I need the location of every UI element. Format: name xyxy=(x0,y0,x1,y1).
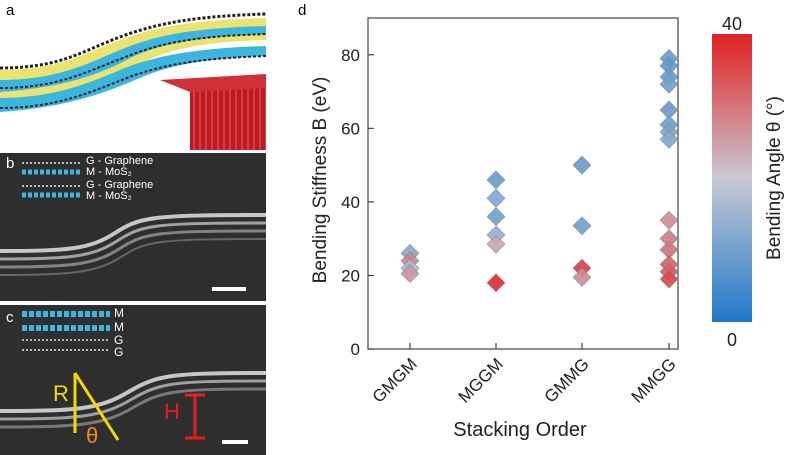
panel-c: c M M G G R θ H xyxy=(0,305,266,455)
panel-b: b G - Graphene M - MoS₂ G - Graphene M -… xyxy=(0,153,266,301)
colorbar: 40 0 Bending Angle θ (°) xyxy=(712,14,785,350)
data-point xyxy=(486,234,506,254)
substrate-block xyxy=(190,85,266,150)
panel-c-legend-4: G xyxy=(114,345,124,359)
layered-stack xyxy=(0,12,266,112)
panel-b-legend-2: M - MoS₂ xyxy=(86,166,132,178)
panel-b-legend-3: G - Graphene xyxy=(86,179,154,191)
panel-a-label: a xyxy=(6,2,15,19)
scale-bar xyxy=(222,440,248,444)
data-point xyxy=(659,74,679,94)
data-point xyxy=(486,170,506,190)
data-point xyxy=(486,188,506,208)
panel-a-rendering xyxy=(0,0,266,150)
data-point xyxy=(486,207,506,227)
colorbar-gradient xyxy=(712,34,752,322)
panel-a: a xyxy=(0,0,266,150)
x-tick-label: MGGM xyxy=(455,354,507,406)
x-tick-label: GMGM xyxy=(369,354,421,406)
y-tick-label: 0 xyxy=(351,340,360,359)
panel-b-legend-1: G - Graphene xyxy=(86,155,154,167)
x-axis-title: Stacking Order xyxy=(453,419,587,441)
annotation-h: H xyxy=(164,399,180,424)
data-point xyxy=(400,264,420,284)
panel-c-legend-2: M xyxy=(114,320,124,334)
y-axis-title: Bending Stiffness B (eV) xyxy=(310,77,331,284)
data-point xyxy=(572,267,592,287)
panel-b-label: b xyxy=(6,155,15,172)
chart-marks xyxy=(400,49,679,293)
y-tick-label: 40 xyxy=(341,193,360,212)
chart-axes: 0 20 40 60 80 GMGM MGGM GMMG MMGG xyxy=(341,17,680,407)
panel-c-label: c xyxy=(6,309,14,326)
panel-c-legend-icons xyxy=(22,311,110,351)
annotation-theta: θ xyxy=(86,423,99,448)
x-tick-label: MMGG xyxy=(628,354,680,406)
annotation-r: R xyxy=(53,381,69,406)
x-tick-label: GMMG xyxy=(541,354,593,406)
panel-b-legend-4: M - MoS₂ xyxy=(86,190,132,202)
data-point xyxy=(659,269,679,289)
stiffness-chart: 0 20 40 60 80 GMGM MGGM GMMG MMGG 40 0 Bending A… xyxy=(310,14,785,441)
data-point xyxy=(486,273,506,293)
colorbar-min-label: 0 xyxy=(727,330,737,350)
panel-d: d 0 20 40 60 80 GMGM MGGM GMMG MMGG 40 0 Bending… xyxy=(268,0,798,455)
data-point xyxy=(659,129,679,149)
panel-c-legend-1: M xyxy=(114,306,124,320)
radius-annotation xyxy=(73,372,120,441)
panel-b-image xyxy=(0,153,266,301)
panel-c-image xyxy=(0,305,266,455)
substrate-top xyxy=(160,74,266,92)
data-point xyxy=(659,210,679,230)
height-annotation xyxy=(185,393,205,440)
panel-d-label: d xyxy=(298,2,307,19)
scale-bar xyxy=(212,287,246,291)
y-tick-label: 80 xyxy=(341,46,360,65)
panel-b-legend-icons xyxy=(22,162,80,198)
data-point xyxy=(572,155,592,175)
y-tick-label: 60 xyxy=(341,119,360,138)
colorbar-title: Bending Angle θ (°) xyxy=(764,96,785,260)
colorbar-max-label: 40 xyxy=(722,14,742,34)
data-point xyxy=(572,216,592,236)
panel-c-legend-3: G xyxy=(114,333,124,347)
plot-frame xyxy=(367,17,679,350)
y-tick-label: 20 xyxy=(341,266,360,285)
